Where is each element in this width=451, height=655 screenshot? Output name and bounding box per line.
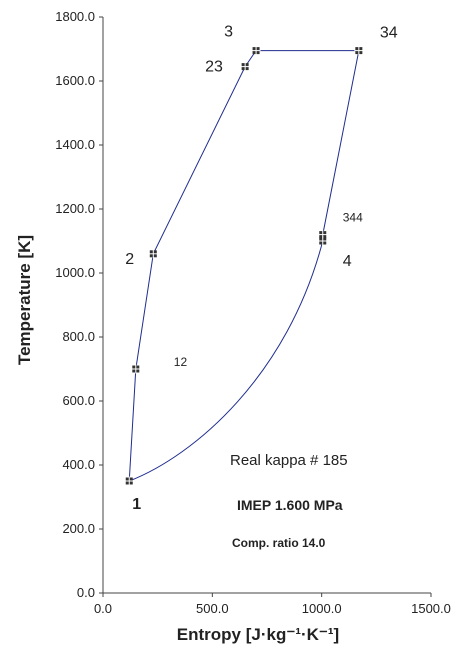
- y-tick-label: 1600.0: [55, 73, 95, 88]
- x-tick-label: 500.0: [196, 601, 229, 616]
- x-tick-label: 1500.0: [411, 601, 451, 616]
- y-tick-label: 200.0: [62, 521, 95, 536]
- data-point-23: [240, 62, 250, 72]
- y-tick-label: 1400.0: [55, 137, 95, 152]
- cycle-line: [128, 50, 360, 482]
- point-label-1: 1: [132, 496, 141, 513]
- y-tick-label: 1200.0: [55, 201, 95, 216]
- annotation-comp-ratio: Comp. ratio 14.0: [232, 536, 326, 550]
- x-tick-label: 0.0: [94, 601, 112, 616]
- cycle-series: [124, 46, 364, 486]
- point-label-3: 3: [224, 24, 233, 41]
- point-label-344: 344: [343, 211, 363, 225]
- data-point-12: [131, 364, 141, 374]
- point-label-12: 12: [174, 355, 188, 369]
- y-axis-title: Temperature [K]: [15, 235, 34, 365]
- y-tick-label: 800.0: [62, 329, 95, 344]
- point-label-2: 2: [125, 251, 134, 268]
- point-label-34: 34: [380, 25, 398, 42]
- data-point-2: [148, 249, 158, 259]
- y-tick-label: 0.0: [77, 585, 95, 600]
- annotation-imep: IMEP 1.600 MPa: [237, 497, 343, 513]
- x-axis-title: Entropy [J·kg⁻¹·K⁻¹]: [177, 625, 339, 644]
- point-label-23: 23: [205, 59, 223, 76]
- x-tick-label: 1000.0: [302, 601, 342, 616]
- point-label-4: 4: [343, 253, 352, 270]
- data-point-34: [354, 46, 364, 56]
- y-tick-label: 600.0: [62, 393, 95, 408]
- data-point-1: [124, 476, 134, 486]
- annotation-kappa: Real kappa # 185: [230, 452, 348, 469]
- data-point-4: [318, 236, 328, 246]
- data-point-3: [251, 46, 261, 56]
- point-labels: 1 12 2 23 3 34 344 4: [125, 24, 397, 513]
- y-tick-label: 400.0: [62, 457, 95, 472]
- y-tick-label: 1800.0: [55, 9, 95, 24]
- y-tick-label: 1000.0: [55, 265, 95, 280]
- axes: 0.0 200.0 400.0 600.0 800.0 1000.0 1200.0 1400.…: [55, 9, 451, 616]
